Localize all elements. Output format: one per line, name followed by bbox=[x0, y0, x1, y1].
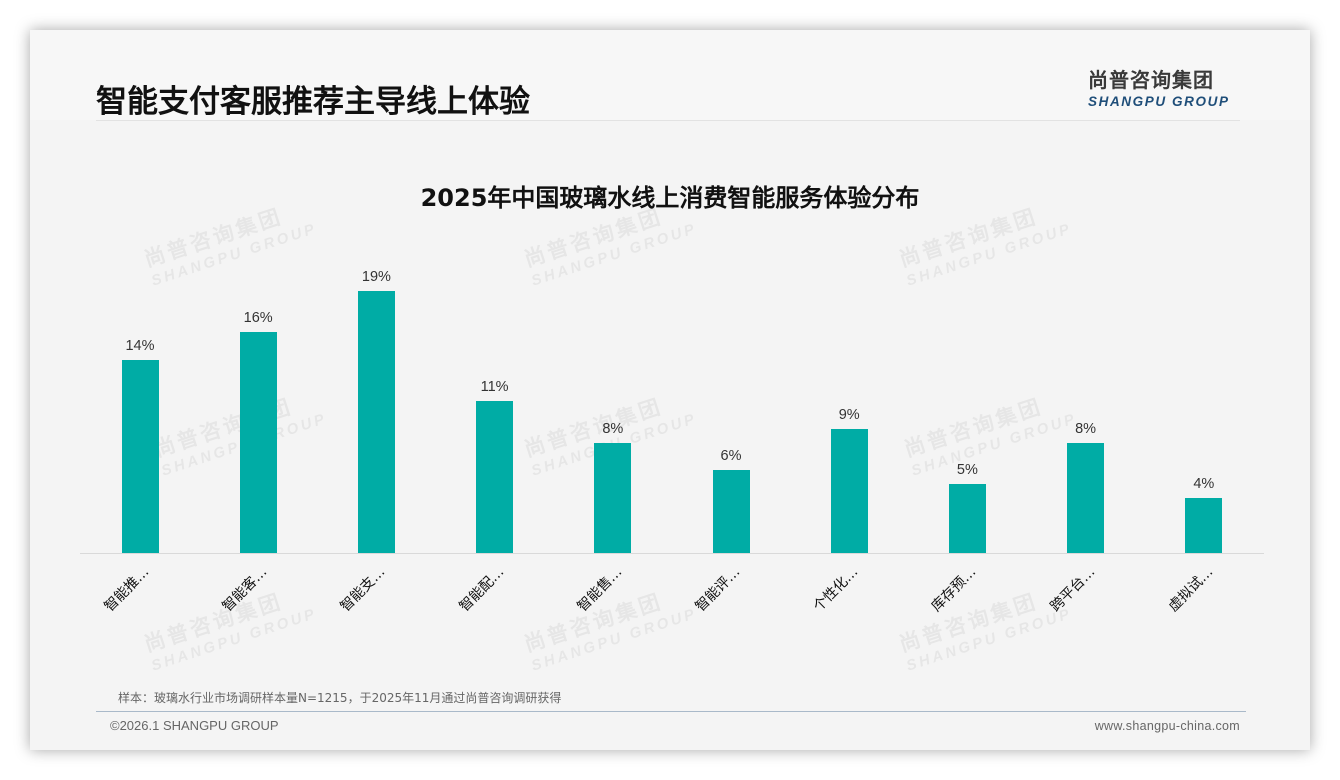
company-logo: 尚普咨询集团 SHANGPU GROUP bbox=[1088, 64, 1248, 109]
bar bbox=[121, 359, 159, 553]
copyright: ©2026.1 SHANGPU GROUP bbox=[110, 718, 279, 733]
bar-chart: 14% 16% 19% 11% 8% 6% 9% 5% 8% 4% bbox=[80, 230, 1264, 553]
bar bbox=[1067, 442, 1105, 553]
footer-divider bbox=[96, 711, 1246, 712]
header-band bbox=[30, 30, 1310, 120]
website-link[interactable]: www.shangpu-china.com bbox=[1094, 719, 1240, 733]
sample-note: 样本：玻璃水行业市场调研样本量N=1215，于2025年11月通过尚普咨询调研获… bbox=[118, 691, 562, 705]
bar bbox=[476, 401, 514, 553]
category-label: 智能客… bbox=[219, 564, 271, 615]
bar-value-label: 8% bbox=[1075, 420, 1097, 437]
bar bbox=[357, 290, 395, 553]
bar bbox=[1185, 497, 1223, 553]
bar bbox=[712, 470, 750, 553]
bar bbox=[948, 483, 986, 553]
category-label: 个性化… bbox=[810, 564, 862, 615]
bar-value-label: 16% bbox=[243, 310, 273, 327]
bar-value-label: 4% bbox=[1193, 475, 1215, 492]
category-label: 智能售… bbox=[574, 564, 626, 615]
category-label: 智能配… bbox=[456, 564, 507, 615]
category-label: 库存预… bbox=[928, 564, 980, 615]
category-label: 虚拟试… bbox=[1165, 564, 1217, 615]
title-divider bbox=[96, 120, 1240, 121]
slide: 智能支付客服推荐主导线上体验 尚普咨询集团 SHANGPU GROUP 尚普咨询… bbox=[30, 30, 1310, 750]
bar-value-label: 6% bbox=[720, 448, 742, 465]
bar bbox=[239, 332, 277, 553]
bar-value-label: 8% bbox=[602, 420, 624, 437]
bar bbox=[594, 442, 632, 553]
watermark-en: SHANGPU GROUP bbox=[529, 605, 700, 675]
category-label: 智能支… bbox=[337, 564, 389, 615]
watermark-en: SHANGPU GROUP bbox=[149, 605, 320, 675]
x-axis-line bbox=[80, 553, 1264, 554]
bar-value-label: 14% bbox=[125, 337, 155, 354]
bar bbox=[830, 428, 868, 553]
category-label: 智能评… bbox=[692, 564, 744, 615]
logo-chinese: 尚普咨询集团 bbox=[1088, 68, 1214, 92]
logo-english: SHANGPU GROUP bbox=[1088, 94, 1230, 109]
bar-value-label: 11% bbox=[480, 379, 509, 396]
chart-title: 2025年中国玻璃水线上消费智能服务体验分布 bbox=[420, 184, 920, 212]
page-title: 智能支付客服推荐主导线上体验 bbox=[96, 84, 530, 120]
category-label: 智能推… bbox=[101, 564, 153, 615]
bar-value-label: 19% bbox=[361, 268, 391, 285]
bar-value-label: 5% bbox=[956, 461, 978, 478]
bar-value-label: 9% bbox=[838, 406, 860, 423]
category-label: 跨平台… bbox=[1047, 564, 1098, 615]
